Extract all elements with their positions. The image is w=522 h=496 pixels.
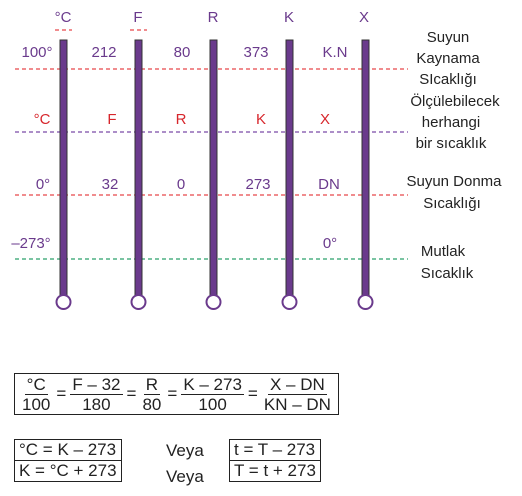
measurable-x: X (320, 111, 330, 128)
celsius-kelvin-relation-box: °C = K – 273 K = °C + 273 (14, 439, 122, 482)
fraction-kelvin: K – 273 100 (181, 375, 244, 414)
fraction-fahrenheit-denominator: 180 (82, 394, 111, 414)
equals-sign: = (167, 384, 178, 403)
veya-text-2: Veya (166, 467, 204, 486)
boiling-label-line-3: SIcaklığı (419, 71, 477, 88)
T-from-t: T = t + 273 (234, 461, 316, 480)
fraction-celsius-denominator: 100 (22, 394, 51, 414)
veya-text-1: Veya (166, 441, 204, 460)
measurable-label-line-2: herhangi (422, 114, 480, 131)
thermometer-reaumur (205, 39, 222, 310)
boiling-reaumur: 80 (174, 44, 191, 61)
conversion-formula: °C 100 = F – 32 180 = R 80 = K – 273 100… (20, 374, 333, 414)
measurable-fahrenheit: F (107, 111, 116, 128)
t-from-T: t = T – 273 (230, 440, 320, 461)
measurable-celsius: °C (34, 111, 51, 128)
fraction-kelvin-numerator: K – 273 (181, 374, 244, 395)
measurable-label-line-1: Ölçülebilecek (410, 92, 500, 110)
equals-sign: = (126, 384, 137, 403)
measurable-reaumur: R (176, 111, 187, 128)
fraction-celsius-numerator: °C (24, 374, 48, 395)
thermometer-x (357, 39, 374, 310)
header-kelvin: K (284, 9, 294, 26)
measurable-label-line-3: bir sıcaklık (416, 135, 487, 152)
fraction-x-numerator: X – DN (268, 374, 327, 395)
header-celsius: °C (55, 9, 72, 26)
fraction-x-denominator: KN – DN (263, 394, 331, 414)
fraction-x: X – DN KN – DN (262, 375, 333, 414)
measurable-kelvin: K (256, 111, 266, 128)
header-x: X (359, 9, 369, 26)
absolute-label-line-2: Sıcaklık (421, 265, 474, 282)
fraction-celsius: °C 100 (20, 375, 52, 414)
equals-sign: = (247, 384, 258, 403)
boiling-celsius: 100° (21, 44, 52, 61)
boiling-label-line-1: Suyun (427, 29, 470, 46)
thermometer-fahrenheit (130, 39, 147, 310)
freezing-kelvin: 273 (245, 176, 270, 193)
absolute-x: 0° (323, 235, 337, 252)
thermometer-kelvin (281, 39, 298, 310)
kelvin-from-celsius: K = °C + 273 (19, 461, 117, 480)
boiling-fahrenheit: 212 (91, 44, 116, 61)
fraction-reaumur: R 80 (140, 375, 163, 414)
fraction-reaumur-denominator: 80 (142, 394, 162, 414)
boiling-kelvin: 373 (243, 44, 268, 61)
equals-sign: = (56, 384, 67, 403)
header-fahrenheit: F (133, 9, 142, 26)
absolute-celsius: –273° (11, 235, 50, 252)
freezing-label-line-1: Suyun Donma (406, 173, 502, 190)
celsius-from-kelvin: °C = K – 273 (15, 440, 121, 461)
freezing-x: DN (318, 176, 340, 193)
absolute-label-line-1: Mutlak (421, 243, 466, 260)
fraction-fahrenheit-numerator: F – 32 (70, 374, 123, 395)
boiling-x: K.N (322, 44, 347, 61)
freezing-label-line-2: Sıcaklığı (423, 195, 481, 212)
freezing-reaumur: 0 (177, 176, 185, 193)
fraction-reaumur-numerator: R (143, 374, 161, 395)
t-T-relation-box: t = T – 273 T = t + 273 (229, 439, 321, 482)
thermometer-celsius (55, 39, 72, 310)
conversion-formula-box: °C 100 = F – 32 180 = R 80 = K – 273 100… (14, 373, 339, 415)
fraction-kelvin-denominator: 100 (198, 394, 227, 414)
freezing-fahrenheit: 32 (102, 176, 119, 193)
header-reaumur: R (208, 9, 219, 26)
fraction-fahrenheit: F – 32 180 (70, 374, 123, 414)
boiling-label-line-2: Kaynama (416, 50, 480, 67)
freezing-celsius: 0° (36, 176, 50, 193)
